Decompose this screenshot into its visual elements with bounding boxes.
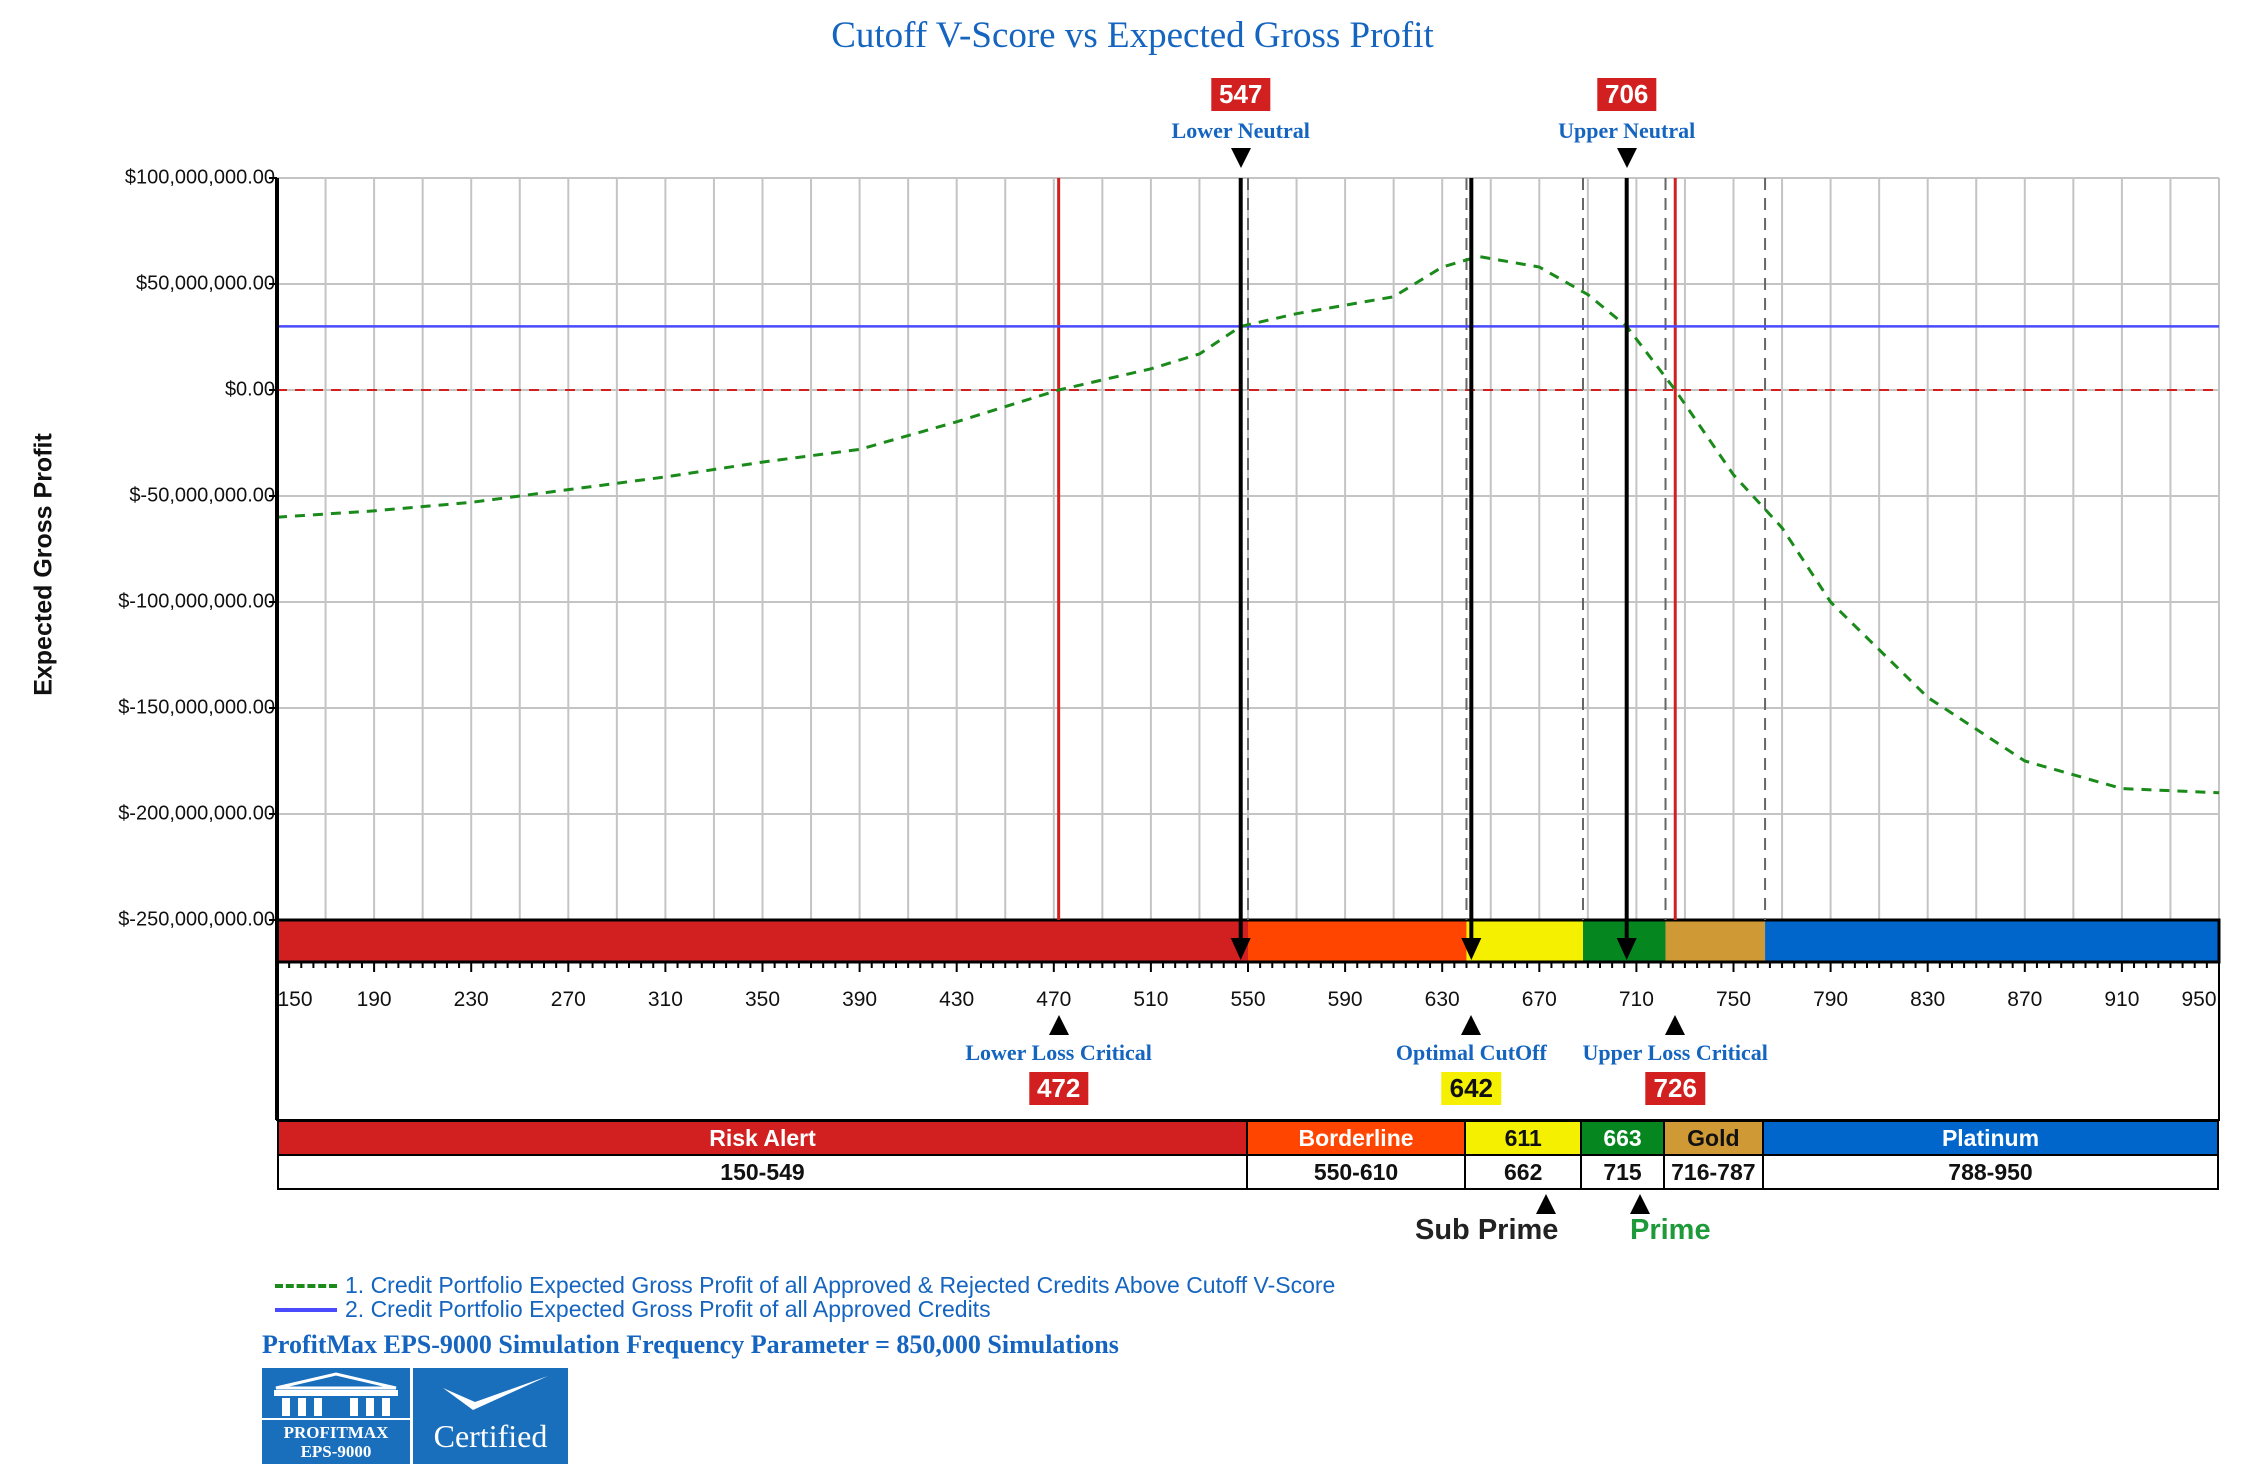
x-axis-frame [276, 961, 2220, 1121]
critical-value-badge: 642 [1441, 1072, 1502, 1105]
tier-name-row: Risk Alert Borderline 611 663 Gold Platinum [279, 1122, 2217, 1154]
y-tick-label: $0.00 [224, 378, 275, 401]
prime-label: Prime [1630, 1214, 1711, 1246]
x-tick-label: 630 [1424, 988, 1460, 1011]
tier-name-cell: Borderline [1248, 1122, 1467, 1154]
legend-item-series-1: 1. Credit Portfolio Expected Gross Profi… [275, 1272, 1335, 1299]
certified-badge: Certified [413, 1368, 568, 1464]
critical-value-badge: 472 [1028, 1072, 1089, 1105]
x-tick-label: 590 [1327, 988, 1363, 1011]
tier-range-cell: 550-610 [1248, 1156, 1467, 1188]
tier-range-cell: 716-787 [1664, 1156, 1764, 1188]
tier-range-row: 150-549 550-610 662 715 716-787 788-950 [279, 1154, 2217, 1188]
y-tick-label: $50,000,000.00 [135, 272, 275, 295]
tier-range-cell: 150-549 [279, 1156, 1249, 1188]
checkmark-icon [443, 1376, 548, 1410]
neutral-value-badge: 547 [1211, 78, 1271, 111]
legend-label: 1. Credit Portfolio Expected Gross Profi… [345, 1272, 1336, 1298]
logo-brand-line2: EPS-9000 [300, 1442, 372, 1461]
arrow-down-icon [1461, 938, 1482, 960]
y-tick-label: $-250,000,000.00 [118, 908, 275, 931]
tier-name-cell: Risk Alert [279, 1122, 1249, 1154]
legend-label: 2. Credit Portfolio Expected Gross Profi… [345, 1296, 991, 1322]
profitmax-badge: PROFITMAX EPS-9000 [262, 1368, 410, 1464]
y-tick-label: $-150,000,000.00 [118, 696, 275, 719]
marker-up-arrow-icon [1048, 1015, 1069, 1035]
tier-name-cell: Platinum [1764, 1122, 2217, 1154]
x-tick-label: 830 [1910, 988, 1946, 1011]
arrow-down-icon [1230, 938, 1251, 960]
temple-icon [274, 1372, 398, 1416]
prime-arrow-icon [1630, 1194, 1650, 1214]
x-tick-label: 390 [842, 988, 878, 1011]
y-tick-label: $-100,000,000.00 [118, 590, 275, 613]
neutral-label: Upper Neutral [1558, 118, 1696, 143]
score-band [1248, 920, 1467, 962]
score-band [1765, 920, 2219, 962]
sub-prime-label: Sub Prime [1415, 1214, 1559, 1246]
arrow-down-icon [1616, 938, 1637, 960]
score-band [1466, 920, 1583, 962]
x-tick-label: 910 [2104, 988, 2140, 1011]
marker-down-arrow-icon [1616, 148, 1637, 168]
marker-down-arrow-icon [1230, 148, 1251, 168]
critical-marker-label: Lower Loss Critical [965, 1040, 1152, 1065]
simulation-note: ProfitMax EPS-9000 Simulation Frequency … [262, 1330, 1119, 1359]
chart-title: Cutoff V-Score vs Expected Gross Profit [831, 15, 1434, 56]
x-tick-label: 790 [1813, 988, 1849, 1011]
x-tick-label: 710 [1618, 988, 1654, 1011]
logo-brand-line1: PROFITMAX [283, 1423, 389, 1442]
x-tick-label: 510 [1133, 988, 1169, 1011]
tier-name-cell: 611 [1466, 1122, 1583, 1154]
x-tick-label: 310 [647, 988, 683, 1011]
x-tick-label: 190 [356, 988, 392, 1011]
tier-range-cell: 788-950 [1764, 1156, 2217, 1188]
marker-up-arrow-icon [1665, 1015, 1686, 1035]
legend-item-series-2: 2. Credit Portfolio Expected Gross Profi… [275, 1296, 991, 1323]
sub-prime-arrow-icon [1536, 1194, 1556, 1214]
score-band [1665, 920, 1766, 962]
critical-marker-label: Upper Loss Critical [1582, 1040, 1768, 1065]
expected-profit-curve [276, 254, 2220, 795]
solid-line-swatch-icon [275, 1307, 337, 1312]
certified-label: Certified [433, 1418, 548, 1454]
dashed-line-swatch-icon [275, 1283, 337, 1288]
x-tick-label: 470 [1036, 988, 1072, 1011]
tier-table: Risk Alert Borderline 611 663 Gold Platinum 1… [277, 1120, 2219, 1190]
x-tick-label: 670 [1521, 988, 1557, 1011]
tier-range-cell: 662 [1466, 1156, 1583, 1188]
x-tick-label: 550 [1230, 988, 1266, 1011]
score-band [277, 920, 1248, 962]
critical-value-badge: 726 [1645, 1072, 1705, 1105]
x-tick-label: 750 [1715, 988, 1752, 1011]
tier-name-cell: Gold [1664, 1122, 1764, 1154]
x-tick-label: 870 [2007, 988, 2043, 1011]
critical-marker-label: Optimal CutOff [1395, 1040, 1547, 1065]
x-tick-label: 430 [939, 988, 975, 1011]
neutral-label: Lower Neutral [1171, 118, 1310, 143]
neutral-value-badge: 706 [1596, 78, 1657, 111]
certification-logo: PROFITMAX EPS-9000 Certified [262, 1368, 568, 1464]
tier-name-cell: 663 [1582, 1122, 1665, 1154]
y-tick-label: $100,000,000.00 [124, 166, 275, 189]
x-tick-label: 230 [453, 988, 489, 1011]
y-tick-label: $-200,000,000.00 [118, 802, 275, 825]
y-tick-label: $-50,000,000.00 [129, 484, 275, 507]
tier-range-cell: 715 [1582, 1156, 1665, 1188]
x-tick-label: 150 [277, 988, 313, 1011]
x-tick-label: 270 [550, 988, 586, 1011]
x-tick-label: 350 [744, 988, 781, 1011]
x-tick-label: 950 [2181, 988, 2217, 1011]
marker-up-arrow-icon [1461, 1015, 1482, 1035]
